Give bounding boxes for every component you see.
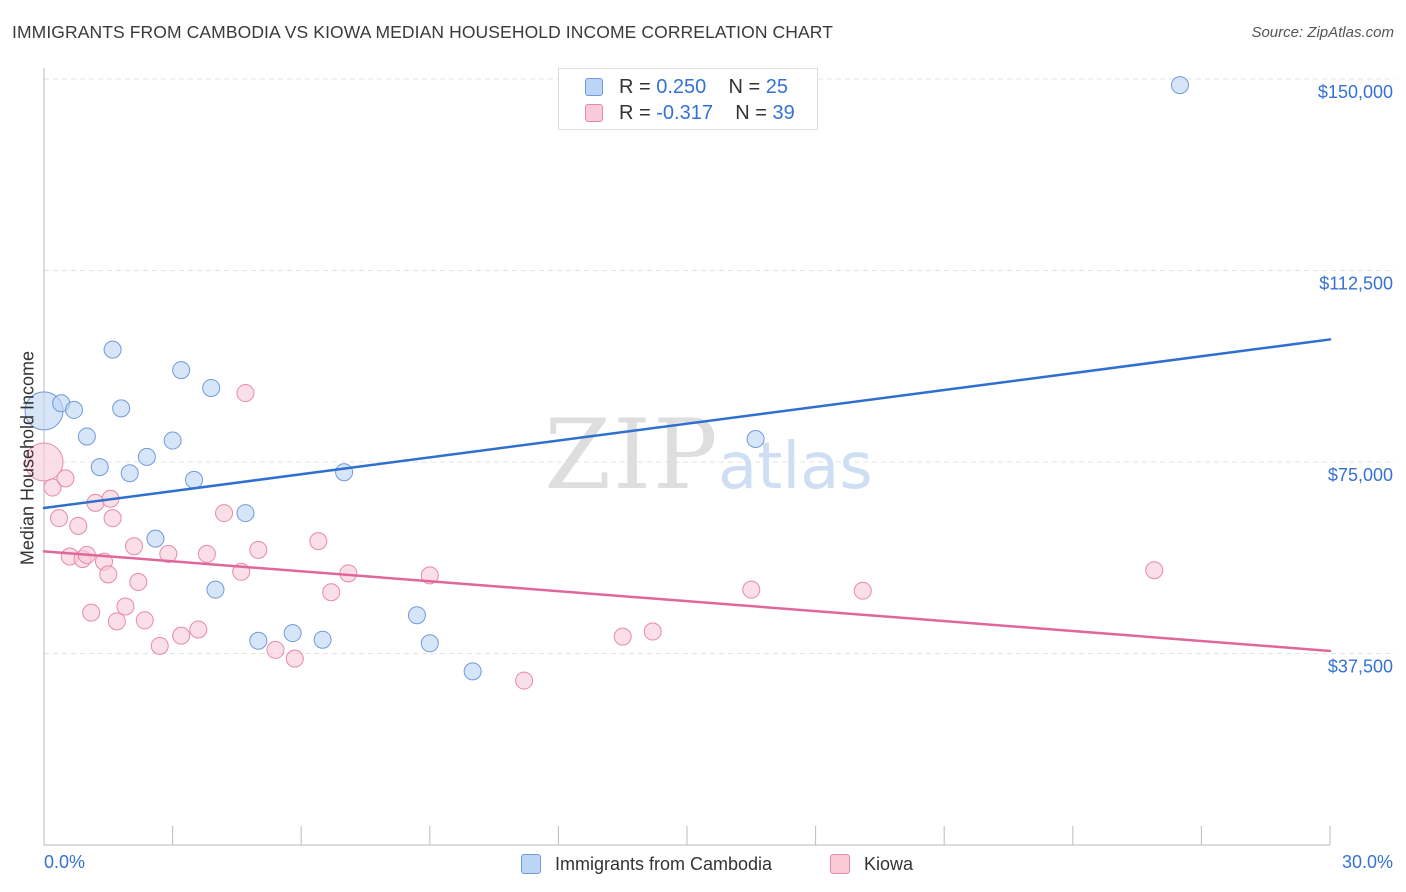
point-kiowa bbox=[420, 566, 439, 585]
point-cambodia bbox=[420, 634, 439, 653]
point-cambodia bbox=[77, 427, 96, 446]
point-kiowa bbox=[236, 384, 255, 403]
point-kiowa bbox=[56, 469, 75, 488]
point-cambodia bbox=[249, 631, 268, 650]
trendline-kiowa bbox=[42, 550, 1332, 653]
point-cambodia bbox=[137, 447, 156, 466]
bottom-legend-swatch-cambodia bbox=[521, 854, 541, 874]
point-kiowa bbox=[99, 565, 118, 584]
y-tick-label: $150,000 bbox=[1318, 82, 1393, 102]
point-cambodia bbox=[103, 340, 122, 359]
point-cambodia bbox=[202, 378, 221, 397]
point-kiowa bbox=[266, 640, 285, 659]
y-tick-label: $75,000 bbox=[1328, 465, 1393, 485]
point-cambodia bbox=[120, 464, 139, 483]
legend-n-label: N = bbox=[735, 102, 773, 124]
chart-title: IMMIGRANTS FROM CAMBODIA VS KIOWA MEDIAN… bbox=[12, 22, 834, 42]
y-tick-label: $112,500 bbox=[1319, 274, 1393, 294]
point-kiowa bbox=[189, 620, 208, 639]
legend-swatch-cambodia bbox=[585, 78, 603, 96]
point-cambodia bbox=[112, 399, 131, 418]
point-kiowa bbox=[309, 532, 328, 551]
legend-text-kiowa: R = -0.317 N = 39 bbox=[619, 101, 795, 125]
point-kiowa bbox=[613, 627, 632, 646]
point-kiowa bbox=[150, 636, 169, 655]
point-kiowa bbox=[159, 544, 178, 563]
trendlines bbox=[42, 338, 1332, 653]
legend-n-value: 39 bbox=[772, 102, 795, 124]
point-cambodia bbox=[90, 458, 109, 477]
point-kiowa bbox=[107, 612, 126, 631]
point-kiowa bbox=[172, 626, 191, 645]
point-kiowa bbox=[322, 583, 341, 602]
point-kiowa bbox=[43, 478, 62, 497]
bottom-legend-swatch-kiowa bbox=[830, 854, 850, 874]
watermark-zip: ZIP bbox=[544, 399, 719, 511]
point-kiowa bbox=[69, 516, 88, 535]
point-kiowa bbox=[853, 581, 872, 600]
point-kiowa bbox=[249, 540, 268, 559]
legend-r-value: 0.250 bbox=[656, 76, 707, 98]
legend-r-label: R = bbox=[619, 102, 657, 124]
tick-labels: $37,500 $75,000 $112,500 $150,000 0.0% 30.0% bbox=[44, 82, 1393, 872]
point-cambodia bbox=[407, 606, 426, 625]
point-cambodia bbox=[185, 470, 204, 489]
bottom-legend-label-cambodia: Immigrants from Cambodia bbox=[555, 854, 773, 874]
point-cambodia bbox=[1170, 76, 1189, 95]
point-cambodia bbox=[172, 361, 191, 380]
legend-r-label: R = bbox=[619, 76, 657, 98]
legend-swatch-kiowa bbox=[585, 104, 603, 122]
point-kiowa bbox=[24, 442, 64, 482]
correlation-legend: R = 0.250 N = 25 R = -0.317 N = 39 bbox=[558, 68, 818, 130]
trendline-cambodia bbox=[42, 338, 1332, 510]
point-kiowa bbox=[742, 580, 761, 599]
y-axis-label: Median Household Income bbox=[17, 350, 38, 566]
data-points bbox=[24, 76, 1189, 690]
point-kiowa bbox=[116, 597, 135, 616]
point-cambodia bbox=[746, 430, 765, 449]
point-cambodia bbox=[65, 400, 84, 419]
watermark: ZIP atlas bbox=[544, 399, 872, 511]
x-tick-label-max: 30.0% bbox=[1342, 852, 1393, 872]
x-tick-label-min: 0.0% bbox=[44, 852, 85, 872]
y-tick-label: $37,500 bbox=[1328, 657, 1393, 677]
watermark-atlas: atlas bbox=[718, 430, 873, 504]
legend-text-cambodia: R = 0.250 N = 25 bbox=[619, 75, 788, 99]
point-kiowa bbox=[215, 504, 234, 523]
point-cambodia bbox=[313, 630, 332, 649]
point-kiowa bbox=[103, 509, 122, 528]
point-kiowa bbox=[125, 537, 144, 556]
point-kiowa bbox=[1145, 561, 1164, 580]
point-kiowa bbox=[197, 544, 216, 563]
point-kiowa bbox=[135, 611, 154, 630]
legend-r-value: -0.317 bbox=[656, 102, 713, 124]
point-cambodia bbox=[463, 662, 482, 681]
point-kiowa bbox=[129, 573, 148, 592]
bottom-legend-label-kiowa: Kiowa bbox=[864, 854, 914, 874]
point-cambodia bbox=[236, 504, 255, 523]
point-cambodia bbox=[335, 463, 354, 482]
point-cambodia bbox=[283, 624, 302, 643]
legend-n-value: 25 bbox=[765, 76, 789, 98]
point-cambodia bbox=[206, 580, 225, 599]
point-kiowa bbox=[82, 603, 101, 622]
point-cambodia bbox=[146, 529, 165, 548]
point-kiowa bbox=[50, 509, 69, 528]
point-kiowa bbox=[515, 671, 534, 690]
point-kiowa bbox=[285, 649, 304, 668]
point-kiowa bbox=[643, 622, 662, 641]
source-label: Source: ZipAtlas.com bbox=[1251, 24, 1394, 41]
point-cambodia bbox=[163, 431, 182, 450]
legend-n-label: N = bbox=[728, 76, 766, 98]
